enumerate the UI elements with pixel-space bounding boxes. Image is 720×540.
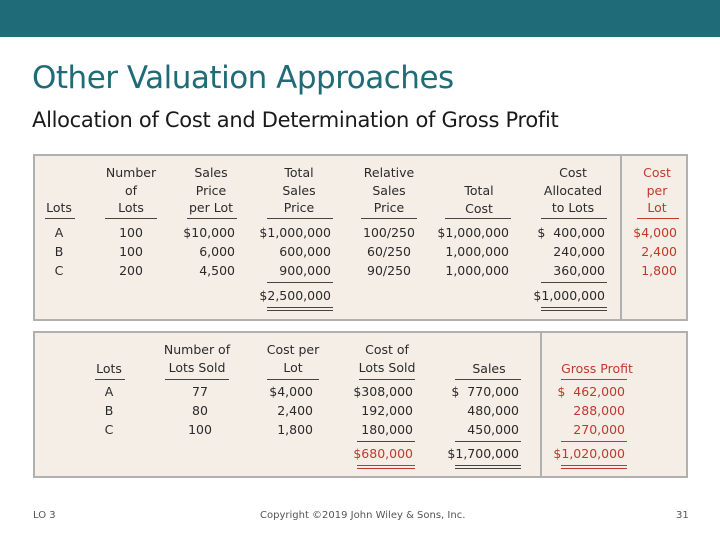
header-rule xyxy=(267,218,333,219)
double-rule xyxy=(541,307,607,308)
total-rule xyxy=(455,441,521,442)
top-bar xyxy=(0,0,720,37)
header-rule xyxy=(187,218,237,219)
double-rule xyxy=(267,310,333,311)
header-sales: Sales xyxy=(472,361,506,376)
header-cost-allocated: Cost Allocated to Lots xyxy=(543,165,603,215)
total-rule xyxy=(357,441,415,442)
header-rule xyxy=(105,218,157,219)
cost-allocation-table: Lots Number of Lots Sales Price per Lot … xyxy=(33,154,688,321)
header-rule xyxy=(361,218,417,219)
total-rule xyxy=(267,282,333,283)
double-rule xyxy=(561,468,627,469)
copyright: Copyright ©2019 John Wiley & Sons, Inc. xyxy=(260,510,466,521)
header-rule xyxy=(561,379,627,380)
header-number-of-lots: Number of Lots xyxy=(105,165,157,215)
total-rule xyxy=(561,441,627,442)
double-rule xyxy=(357,465,415,466)
double-rule xyxy=(561,465,627,466)
header-rule xyxy=(637,218,679,219)
double-rule xyxy=(267,307,333,308)
header-lots: Lots xyxy=(46,200,72,215)
header-gross-profit: Gross Profit xyxy=(561,361,633,376)
header-cost-per-lot: Cost per Lot xyxy=(643,165,671,215)
double-rule xyxy=(541,310,607,311)
header-rule xyxy=(445,218,511,219)
double-rule xyxy=(455,468,521,469)
header-rule xyxy=(165,379,229,380)
header-number-sold: Number of Lots Sold xyxy=(163,342,231,375)
header-sales-price-per-lot: Sales Price per Lot xyxy=(188,165,234,215)
header-lots: Lots xyxy=(96,361,122,376)
table-divider xyxy=(620,156,622,319)
header-relative-sales-price: Relative Sales Price xyxy=(363,165,415,215)
cost-allocated-total: $1,000,000 xyxy=(533,288,605,303)
table-divider xyxy=(540,333,542,476)
double-rule xyxy=(357,468,415,469)
learning-objective: LO 3 xyxy=(33,510,56,521)
page-title: Other Valuation Approaches xyxy=(32,60,454,96)
header-cost-per-lot: Cost per Lot xyxy=(266,342,320,375)
total-rule xyxy=(541,282,607,283)
total-sales-price-total: $2,500,000 xyxy=(259,288,331,303)
page-subtitle: Allocation of Cost and Determination of … xyxy=(32,108,559,132)
header-rule xyxy=(267,379,319,380)
page-number: 31 xyxy=(676,510,689,521)
header-cost-of-lots-sold: Cost of Lots Sold xyxy=(358,342,416,375)
header-rule xyxy=(45,218,75,219)
gross-profit-table: Lots Number of Lots Sold Cost per Lot Co… xyxy=(33,331,688,478)
header-rule xyxy=(359,379,415,380)
cost-of-lots-sold-total: $680,000 xyxy=(353,446,413,461)
header-rule xyxy=(541,218,607,219)
gross-profit-total: $1,020,000 xyxy=(553,446,625,461)
sales-total: $1,700,000 xyxy=(447,446,519,461)
header-total-cost: Total Cost xyxy=(464,183,494,216)
header-rule xyxy=(455,379,521,380)
header-total-sales-price: Total Sales Price xyxy=(282,165,316,215)
header-rule xyxy=(95,379,125,380)
double-rule xyxy=(455,465,521,466)
